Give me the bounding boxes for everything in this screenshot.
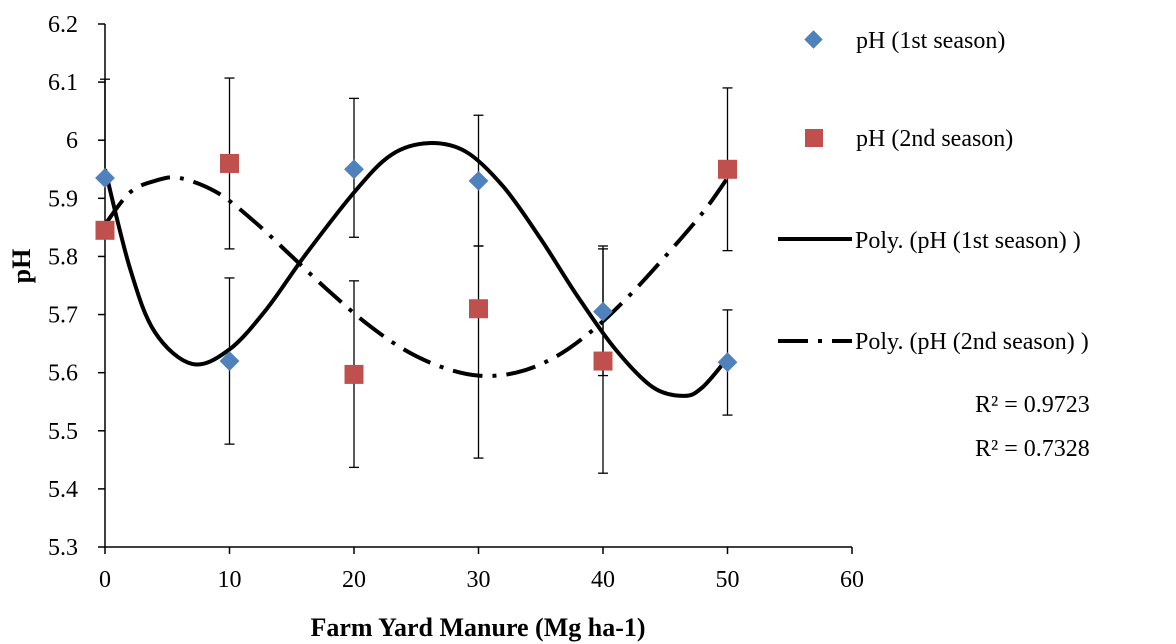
- legend-label-series-2: pH (2nd season): [856, 126, 1013, 152]
- legend: pH (1st season) pH (2nd season) Poly. (p…: [778, 28, 1089, 355]
- data-point-series-2: [344, 364, 364, 384]
- legend-entry-series-2: pH (2nd season): [805, 126, 1013, 152]
- legend-label-trend-2: Poly. (pH (2nd season) ): [855, 329, 1089, 355]
- y-tick-label: 6.1: [48, 70, 78, 96]
- y-tick-label: 5.7: [48, 303, 78, 329]
- legend-label-trend-1: Poly. (pH (1st season) ): [855, 228, 1081, 254]
- r-squared-1: R² = 0.9723: [975, 392, 1090, 418]
- legend-label-series-1: pH (1st season): [856, 28, 1005, 54]
- x-tick-label: 20: [342, 567, 366, 593]
- ticks: 5.3 5.4 5.5 5.6 5.7 5.8 5.9 6 6.1 6.2 0 10 20 30 40 50 6…: [48, 12, 864, 593]
- y-tick-label: 5.5: [48, 419, 78, 445]
- x-tick-label: 60: [840, 567, 864, 593]
- legend-entry-trend-1: Poly. (pH (1st season) ): [778, 228, 1081, 254]
- r-squared-2: R² = 0.7328: [975, 436, 1090, 462]
- trendlines: [103, 141, 730, 398]
- data-point-series-1: [468, 171, 489, 191]
- data-point-series-2: [95, 220, 115, 240]
- data-point-series-2: [718, 159, 737, 179]
- y-tick-label: 5.6: [48, 361, 78, 387]
- data-point-series-2: [593, 351, 613, 371]
- markers: [95, 153, 738, 384]
- data-point-series-1: [344, 159, 364, 180]
- y-tick-label: 5.9: [48, 186, 78, 212]
- y-tick-label: 6: [66, 128, 78, 154]
- x-tick-label: 50: [716, 567, 740, 593]
- legend-entry-series-1: pH (1st season): [804, 28, 1005, 54]
- y-axis-title: pH: [7, 249, 36, 284]
- x-tick-label: 0: [99, 567, 111, 593]
- y-tick-label: 6.2: [48, 12, 78, 38]
- trendline-2: [103, 175, 730, 378]
- y-tick-label: 5.4: [48, 477, 78, 503]
- x-tick-label: 40: [591, 567, 615, 593]
- data-point-series-1: [219, 351, 240, 371]
- legend-entry-trend-2: Poly. (pH (2nd season) ): [778, 329, 1089, 355]
- x-axis-title: Farm Yard Manure (Mg ha-1): [310, 613, 645, 642]
- data-point-series-1: [717, 352, 738, 373]
- legend-marker-square: [805, 129, 823, 147]
- error-bars: [100, 77, 733, 474]
- y-tick-label: 5.8: [48, 244, 78, 270]
- data-point-series-1: [593, 301, 613, 322]
- data-point-series-2: [220, 153, 239, 173]
- trendline-1: [103, 141, 730, 398]
- legend-marker-diamond: [804, 30, 823, 49]
- x-tick-label: 10: [218, 567, 242, 593]
- data-point-series-2: [469, 299, 488, 319]
- data-point-series-1: [95, 168, 115, 188]
- y-tick-label: 5.3: [48, 535, 78, 561]
- x-tick-label: 30: [467, 567, 491, 593]
